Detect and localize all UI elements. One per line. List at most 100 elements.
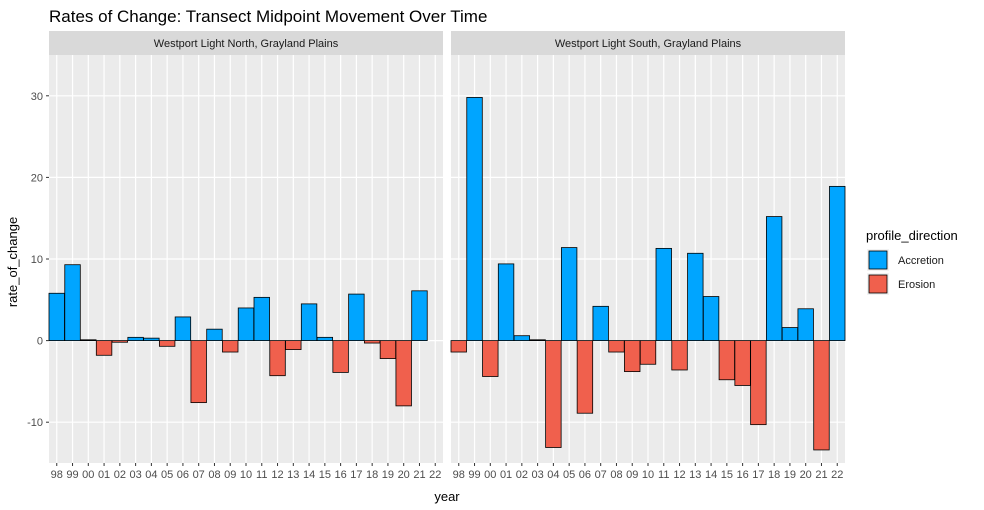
- bar-20: [395, 340, 412, 407]
- x-tick-label: 11: [256, 469, 267, 481]
- bar-00: [80, 339, 97, 341]
- bar-12: [269, 340, 286, 377]
- bar-98: [450, 340, 467, 353]
- bar-21: [411, 290, 428, 342]
- y-tick-label: 10: [31, 254, 43, 266]
- facet-strip: [49, 31, 443, 55]
- bar-17: [750, 340, 767, 426]
- bar-09: [624, 340, 641, 373]
- bar-06: [576, 340, 594, 414]
- x-tick-label: 08: [208, 469, 220, 481]
- x-tick-label: 16: [736, 469, 748, 481]
- x-tick-label: 17: [752, 469, 764, 481]
- x-tick-label: 10: [240, 469, 252, 481]
- x-tick-label: 98: [453, 469, 465, 481]
- bar-20: [797, 308, 814, 342]
- bar-05: [158, 340, 176, 347]
- x-tick-label: 14: [303, 469, 315, 481]
- bar-10: [639, 340, 657, 365]
- bar-22: [829, 185, 846, 342]
- legend-label-erosion: Erosion: [898, 279, 935, 291]
- legend-label-accretion: Accretion: [898, 255, 944, 267]
- x-tick-label: 19: [784, 469, 796, 481]
- x-tick-label: 01: [500, 469, 512, 481]
- x-tick-label: 03: [129, 469, 141, 481]
- bar-16: [332, 340, 349, 373]
- x-tick-label: 09: [626, 469, 638, 481]
- x-tick-label: 15: [721, 469, 733, 481]
- bar-02: [513, 335, 531, 342]
- bar-15: [316, 336, 334, 341]
- x-tick-label: 99: [66, 469, 78, 481]
- bar-98: [48, 292, 65, 342]
- bar-12: [671, 340, 688, 371]
- panel-2: Westport Light South, Grayland Plains 98 9…: [450, 31, 846, 481]
- x-tick-label: 21: [815, 469, 827, 481]
- bar-07: [190, 340, 207, 404]
- x-tick-label: 14: [705, 469, 717, 481]
- x-tick-label: 20: [800, 469, 812, 481]
- facet-strip: [451, 31, 845, 55]
- legend-title: profile_direction: [866, 228, 958, 243]
- bar-18: [765, 216, 783, 341]
- bar-01: [95, 340, 113, 356]
- bar-03: [529, 339, 546, 341]
- x-tick-label: 07: [595, 469, 607, 481]
- x-tick-label: 12: [673, 469, 685, 481]
- x-tick-label: 03: [531, 469, 543, 481]
- x-tick-label: 10: [642, 469, 654, 481]
- y-tick-label: 20: [31, 172, 43, 184]
- legend: profile_direction Accretion Erosion: [866, 228, 958, 295]
- y-tick-label: 0: [37, 336, 43, 348]
- bar-05: [560, 247, 578, 342]
- x-tick-label: 06: [177, 469, 189, 481]
- bar-09: [222, 340, 239, 353]
- x-tick-label: 18: [366, 469, 378, 481]
- x-tick-label: 02: [516, 469, 528, 481]
- x-tick-label: 04: [547, 469, 559, 481]
- x-tick-label: 02: [114, 469, 126, 481]
- bar-07: [592, 305, 609, 342]
- x-tick-label: 19: [382, 469, 394, 481]
- x-tick-label: 05: [563, 469, 575, 481]
- bar-18: [363, 340, 381, 344]
- x-tick-label: 07: [193, 469, 205, 481]
- x-tick-label: 00: [82, 469, 94, 481]
- bar-04: [545, 340, 562, 448]
- bar-21: [813, 340, 830, 451]
- bar-01: [497, 263, 515, 341]
- bar-06: [174, 316, 192, 342]
- bar-15: [718, 340, 736, 381]
- x-tick-label: 00: [484, 469, 496, 481]
- bar-17: [348, 293, 365, 342]
- bar-14: [300, 303, 318, 342]
- bar-08: [206, 328, 223, 341]
- y-axis: -10 0 10 20 30: [27, 91, 49, 429]
- x-tick-label: 08: [610, 469, 622, 481]
- x-axis-title: year: [434, 489, 460, 504]
- x-tick-label: 21: [413, 469, 425, 481]
- x-tick-label: 06: [579, 469, 591, 481]
- facet-strip-label: Westport Light South, Grayland Plains: [555, 38, 742, 50]
- x-tick-label: 20: [398, 469, 410, 481]
- bar-03: [127, 336, 144, 341]
- bar-00: [482, 340, 499, 377]
- bar-13: [687, 252, 704, 341]
- facet-strip-label: Westport Light North, Grayland Plains: [154, 38, 339, 50]
- bar-13: [285, 340, 302, 350]
- x-tick-label: 13: [287, 469, 299, 481]
- bar-99: [466, 97, 483, 341]
- bar-11: [253, 296, 270, 341]
- bar-04: [143, 337, 160, 342]
- x-tick-label: 22: [429, 469, 441, 481]
- x-tick-label: 01: [98, 469, 110, 481]
- y-axis-title: rate_of_change: [5, 217, 20, 307]
- bar-99: [64, 264, 81, 342]
- x-tick-label: 12: [271, 469, 283, 481]
- y-tick-label: 30: [31, 91, 43, 103]
- bar-08: [608, 340, 625, 353]
- x-tick-label: 99: [468, 469, 480, 481]
- x-tick-label: 17: [350, 469, 362, 481]
- legend-swatch-erosion: [868, 274, 888, 294]
